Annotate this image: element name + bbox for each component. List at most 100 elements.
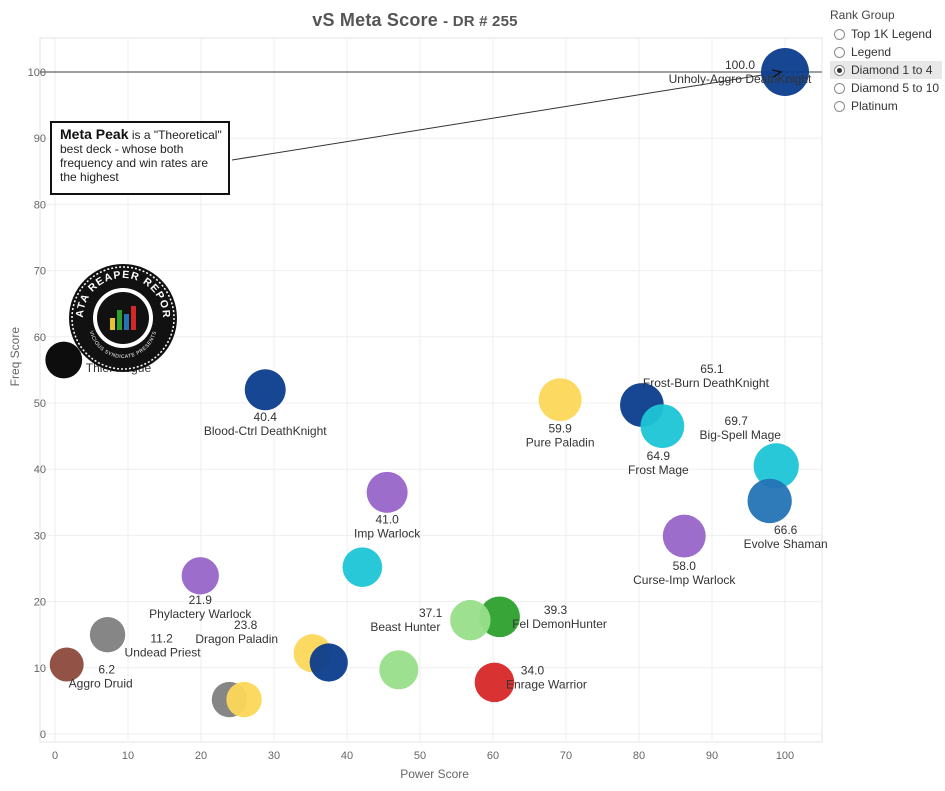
data-point-score-label: 11.2 <box>150 632 173 646</box>
data-point-bubble <box>479 596 520 638</box>
chart-title-main: vS Meta Score <box>312 10 438 30</box>
annotation-arrow-line <box>231 72 776 161</box>
x-axis-title: Power Score <box>400 767 469 781</box>
data-point-score-label: 37.1 <box>419 606 443 620</box>
data-point-bubble <box>366 471 408 513</box>
x-tick-label: 20 <box>195 750 207 762</box>
x-tick-label: 40 <box>341 750 353 762</box>
y-tick-label: 40 <box>34 464 46 476</box>
x-tick-label: 10 <box>122 750 134 762</box>
data-point-score-label: 66.6 <box>774 523 798 537</box>
legend-item-diamond-1-to-4[interactable]: Diamond 1 to 4 <box>830 61 942 79</box>
data-point-bubble <box>761 48 809 96</box>
annotation-title: Meta Peak <box>60 126 129 142</box>
x-tick-label: 100 <box>776 750 794 762</box>
data-point-name-label: Evolve Shaman <box>744 537 828 551</box>
data-point-score-label: 34.0 <box>521 663 545 677</box>
legend-title: Rank Group <box>830 8 895 22</box>
chart-title-sub: - DR # 255 <box>443 13 518 30</box>
data-point-bubble <box>181 557 219 595</box>
x-tick-label: 60 <box>487 750 499 762</box>
radio-button-icon[interactable] <box>834 64 845 76</box>
y-axis-title: Freq Score <box>8 327 22 387</box>
x-tick-label: 90 <box>706 750 718 762</box>
data-point-name-label: Enrage Warrior <box>506 677 587 691</box>
data-point-bubble <box>662 514 706 558</box>
plot-frame <box>39 37 823 743</box>
legend-item-diamond-5-to-10[interactable]: Diamond 5 to 10 <box>830 79 942 97</box>
legend-item-label: Platinum <box>851 99 898 113</box>
data-point-bubble <box>226 681 262 718</box>
data-point-name-label: Frost-Burn DeathKnight <box>643 376 770 390</box>
data-point-bubble <box>538 378 582 422</box>
data-point-score-label: 58.0 <box>673 559 697 573</box>
data-point-score-label: 65.1 <box>700 362 724 376</box>
data-point-score-label: 100.0 <box>725 58 755 72</box>
y-tick-label: 30 <box>34 530 46 542</box>
data-point-score-label: 21.9 <box>189 593 213 607</box>
data-point-name-label: Beast Hunter <box>370 620 440 634</box>
bubble-layer <box>45 48 809 718</box>
data-point-bubble <box>753 443 799 489</box>
x-tick-label: 50 <box>414 750 426 762</box>
data-point-name-label: Phylactery Warlock <box>149 607 252 621</box>
legend-item-platinum[interactable]: Platinum <box>830 97 942 115</box>
legend-item-top-1k-legend[interactable]: Top 1K Legend <box>830 25 942 43</box>
data-point-name-label: Curse-Imp Warlock <box>633 573 736 587</box>
x-tick-label: 70 <box>560 750 572 762</box>
meta-peak-annotation: Meta Peak is a "Theoretical" best deck -… <box>50 121 230 195</box>
data-point-bubble <box>244 369 286 411</box>
x-tick-label: 80 <box>633 750 645 762</box>
data-point-name-label: Pure Paladin <box>526 436 595 450</box>
data-point-bubble <box>49 647 84 682</box>
data-point-score-label: 41.0 <box>375 512 399 526</box>
radio-button-icon[interactable] <box>834 100 845 112</box>
data-point-score-label: 64.9 <box>647 449 671 463</box>
data-point-name-label: Blood-Ctrl DeathKnight <box>204 424 327 438</box>
y-tick-label: 100 <box>28 67 46 79</box>
annotation-arrowhead <box>772 69 783 78</box>
data-point-name-label: Imp Warlock <box>354 526 421 540</box>
legend-item-label: Diamond 1 to 4 <box>851 63 933 77</box>
x-tick-label: 0 <box>52 750 58 762</box>
data-point-name-label: Fel DemonHunter <box>512 617 607 631</box>
data-point-bubble <box>474 662 515 703</box>
data-point-score-label: 69.7 <box>725 414 749 428</box>
axis-layer: 0 10 20 30 40 50 60 70 80 90 100 0 10 20 30 40 50 60 70 80 9… <box>8 67 794 781</box>
data-point-name-label: Big-Spell Mage <box>700 428 782 442</box>
data-point-bubble <box>379 650 419 690</box>
data-point-bubble <box>89 617 126 653</box>
legend-item-label: Top 1K Legend <box>851 27 932 41</box>
data-point-bubble <box>640 404 685 449</box>
data-point-bubble <box>450 599 491 641</box>
data-point-score-label: 39.3 <box>544 603 568 617</box>
legend-item-label: Diamond 5 to 10 <box>851 81 940 95</box>
data-point-name-label: Unholy-Aggro DeathKnight <box>669 72 812 86</box>
radio-button-icon[interactable] <box>834 82 845 94</box>
y-tick-label: 60 <box>34 332 46 344</box>
y-tick-label: 70 <box>34 266 46 278</box>
x-tick-label: 30 <box>268 750 280 762</box>
rank-group-legend: Rank Group Top 1K Legend Legend Diamond … <box>830 8 942 115</box>
y-tick-label: 10 <box>34 663 46 675</box>
y-tick-label: 50 <box>34 398 46 410</box>
data-point-score-label: 40.4 <box>254 410 278 424</box>
data-point-bubble <box>45 341 83 379</box>
data-point-name-label: Undead Priest <box>125 646 202 660</box>
y-tick-label: 0 <box>40 729 46 741</box>
y-tick-label: 80 <box>34 199 46 211</box>
legend-item-legend[interactable]: Legend <box>830 43 942 61</box>
data-point-name-label: Frost Mage <box>628 463 689 477</box>
annotation-text: is a "Theoretical" best deck - whose bot… <box>60 128 222 184</box>
data-reaper-logo: DATA REAPER REPORT VICIOUS SYNDICATE PRE… <box>63 253 179 374</box>
data-point-score-label: 6.2 <box>98 662 115 676</box>
radio-button-icon[interactable] <box>834 28 845 40</box>
radio-button-icon[interactable] <box>834 46 845 58</box>
chart-title: vS Meta Score - DR # 255 <box>0 10 830 31</box>
legend-item-label: Legend <box>851 45 892 59</box>
data-point-name-label: Aggro Druid <box>69 676 133 690</box>
data-point-name-label: Dragon Paladin <box>195 632 278 646</box>
data-point-bubble <box>342 547 383 587</box>
